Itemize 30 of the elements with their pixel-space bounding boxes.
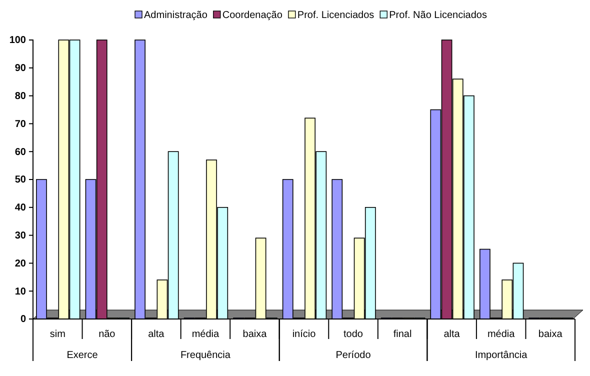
y-tick-label: 30 [14,230,26,242]
y-tick-label: 100 [9,35,26,46]
x-tick-label: baixa [538,329,563,340]
x-tick-label: baixa [242,329,268,340]
y-tick-label: 60 [14,146,26,158]
legend-label: Prof. Não Licenciados [389,10,487,21]
legend-label: Coordenação [222,10,283,21]
y-tick-label: 10 [14,286,26,298]
text: Frequência [180,350,231,361]
text: Importância [474,350,528,361]
x-tick-label: alta [444,329,460,340]
text: Exerce [66,350,98,361]
y-tick-label: 40 [14,202,26,214]
x-tick-label: média [192,329,220,340]
y-tick-label: 50 [14,174,26,186]
x-tick-label: não [98,329,116,340]
x-tick-label: final [393,329,412,340]
y-tick-label: 90 [14,63,26,74]
x-tick-label: início [292,329,316,340]
y-tick-label: 80 [14,91,26,102]
x-tick-label: alta [148,329,165,340]
y-tick-label: 0 [20,314,26,326]
x-tick-label: todo [344,329,364,340]
text: Período [336,350,372,361]
y-tick-label: 70 [14,118,26,130]
x-tick-label: média [487,329,516,340]
legend-label: Administração [144,10,208,21]
y-tick-label: 20 [14,258,26,270]
legend-label: Prof. Licenciados [297,10,374,21]
x-tick-label: sim [50,329,66,340]
